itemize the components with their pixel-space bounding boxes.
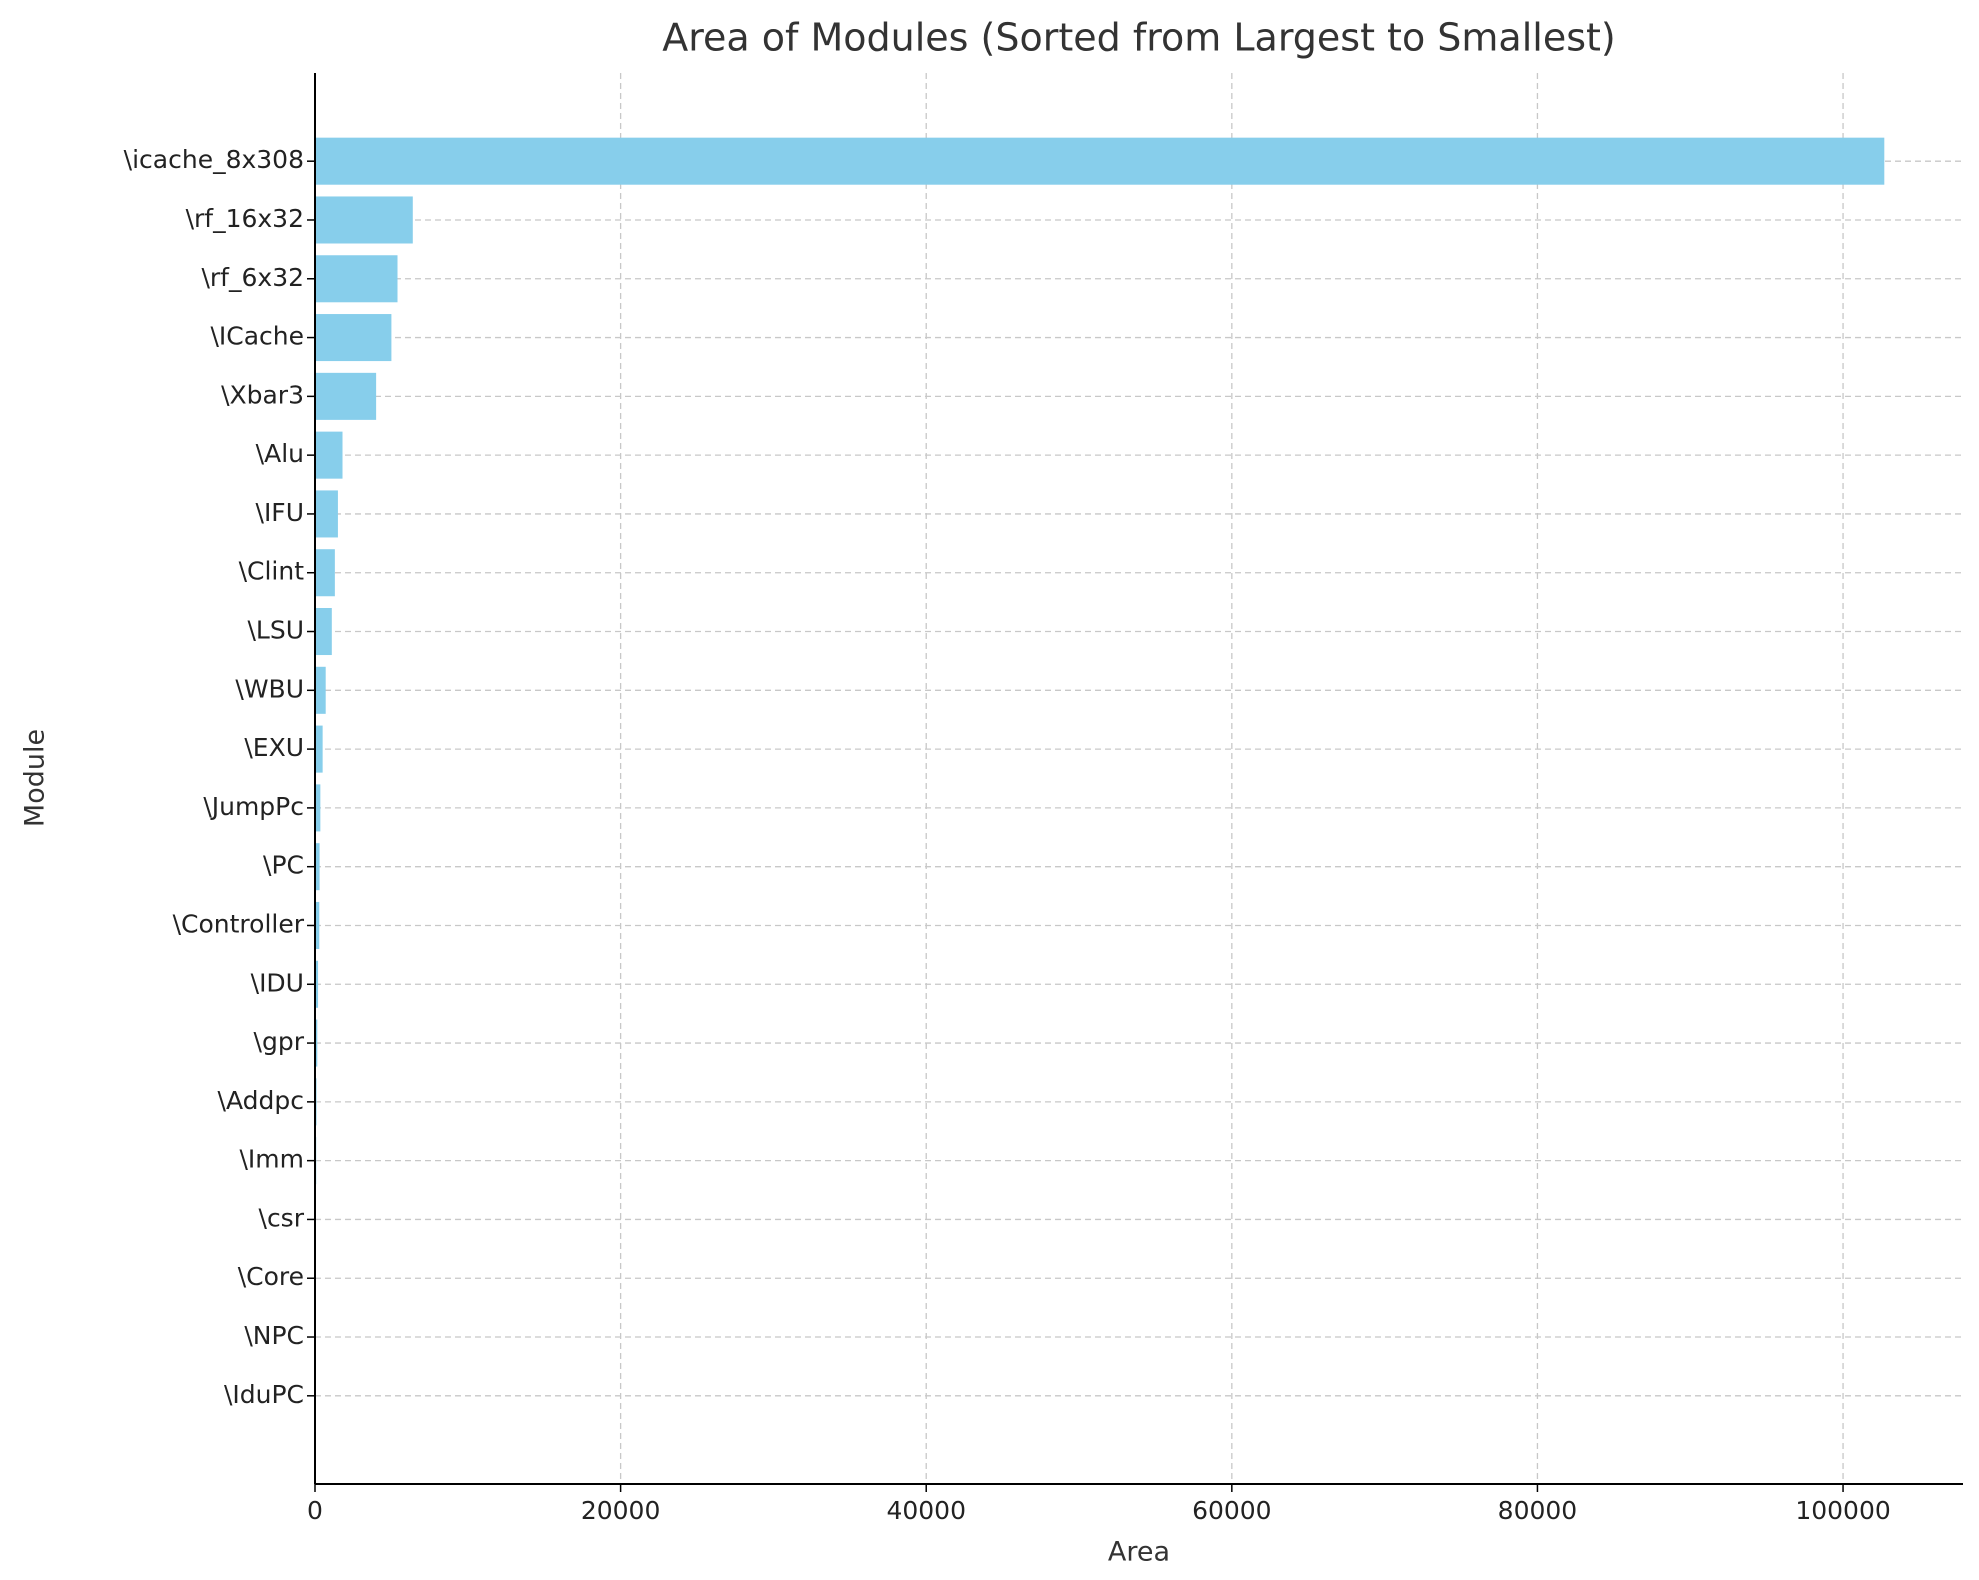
y-tick-label: \IduPC [224,1380,304,1409]
y-tick-label: \Controller [173,909,305,938]
y-tick-label: \rf_16x32 [186,204,304,233]
y-tick-label: \WBU [235,674,304,703]
bar [315,784,321,832]
bar [315,137,1885,185]
x-tick-label: 80000 [1498,1496,1578,1525]
y-tick-label: \NPC [244,1321,304,1350]
y-tick-label: \csr [259,1203,305,1232]
x-axis-label: Area [1108,1537,1170,1568]
bar [315,901,320,949]
y-tick-label: \LSU [247,616,304,645]
bar [315,549,335,597]
bar [315,372,377,420]
x-tick-label: 0 [307,1496,323,1525]
chart-title: Area of Modules (Sorted from Largest to … [662,16,1615,60]
x-tick-label: 100000 [1795,1496,1890,1525]
y-tick-label: \Xbar3 [221,380,304,409]
y-tick-label: \ICache [210,322,304,351]
bar [315,666,326,714]
bar [315,608,332,656]
bar [315,843,320,891]
y-tick-label: \JumpPc [203,792,304,821]
y-tick-label: \Alu [256,439,304,468]
bar [315,725,323,773]
y-tick-label: \Addpc [218,1086,304,1115]
y-tick-label: \Core [238,1262,304,1291]
y-tick-label: \Clint [239,557,305,586]
y-tick-label: \gpr [254,1027,305,1056]
y-tick-label: \Imm [239,1145,304,1174]
bar [315,431,343,479]
bar [315,1019,318,1067]
bar [315,196,413,244]
y-tick-label: \PC [263,851,304,880]
x-tick-label: 40000 [886,1496,966,1525]
y-tick-label: \rf_6x32 [201,263,304,292]
x-tick-label: 20000 [581,1496,661,1525]
bar [315,255,398,303]
x-tick-label: 60000 [1192,1496,1272,1525]
y-axis-label: Module [20,729,51,827]
bar [315,490,338,538]
y-tick-label: \icache_8x308 [124,145,304,174]
bar [315,314,392,362]
y-tick-label: \EXU [244,733,304,762]
bar [315,960,319,1008]
y-tick-label: \IDU [251,968,304,997]
y-tick-label: \IFU [256,498,304,527]
